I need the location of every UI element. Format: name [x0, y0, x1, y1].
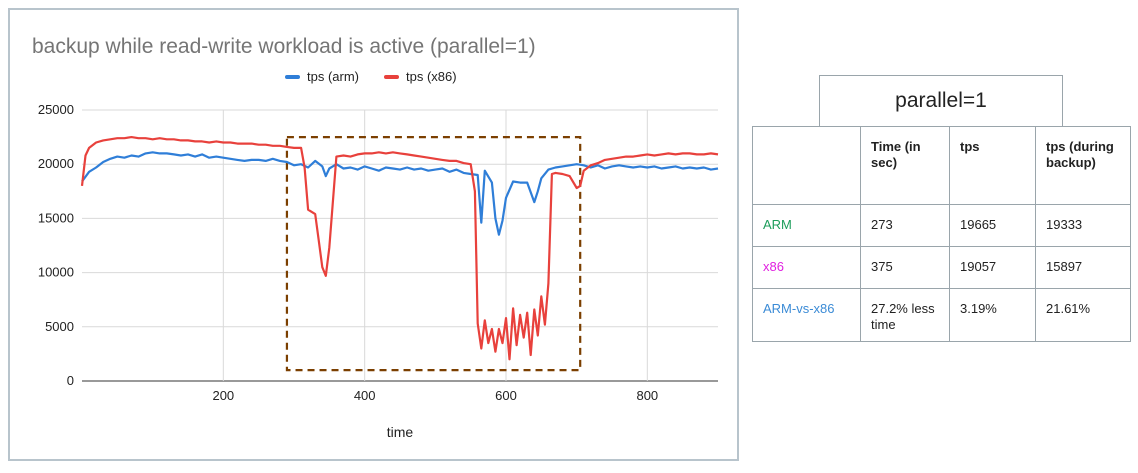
- x-tick-label: 800: [636, 388, 658, 403]
- summary-table: Time (in sec) tps tps (during backup) AR…: [752, 126, 1131, 342]
- row-label: ARM: [752, 204, 861, 247]
- chart-title: backup while read-write workload is acti…: [32, 35, 536, 58]
- table-cell: 19665: [949, 204, 1036, 247]
- y-tick-label: 25000: [38, 102, 74, 117]
- table-row: ARM 273 19665 19333: [752, 204, 1131, 247]
- x-tick-label: 600: [495, 388, 517, 403]
- table-cell: 19333: [1035, 204, 1131, 247]
- parallel-label-box: parallel=1: [819, 75, 1063, 127]
- grid: [82, 109, 718, 382]
- table-header-cell: tps: [949, 126, 1036, 205]
- y-tick-label: 0: [67, 373, 74, 388]
- x-tick-label: 200: [212, 388, 234, 403]
- dashed-rectangle: [285, 135, 582, 372]
- y-tick-label: 20000: [38, 156, 74, 171]
- legend-swatch: [285, 75, 300, 79]
- y-tick-label: 15000: [38, 210, 74, 225]
- line-chart: backup while read-write workload is acti…: [32, 35, 719, 440]
- legend-swatch: [384, 75, 399, 79]
- backup-window-annotation: [285, 135, 582, 372]
- row-label: x86: [752, 246, 861, 289]
- table-header-cell: tps (during backup): [1035, 126, 1131, 205]
- y-tick-label: 5000: [45, 319, 74, 334]
- table-cell: 375: [860, 246, 950, 289]
- table-row: x86 375 19057 15897: [752, 246, 1131, 289]
- legend-label: tps (x86): [406, 69, 457, 84]
- table-header-cell: Time (in sec): [860, 126, 950, 205]
- row-label: ARM-vs-x86: [752, 288, 861, 342]
- legend: tps (arm) tps (x86): [285, 69, 457, 84]
- legend-label: tps (arm): [307, 69, 359, 84]
- table-row: ARM-vs-x86 27.2% less time 3.19% 21.61%: [752, 288, 1131, 342]
- y-tick-label: 10000: [38, 265, 74, 280]
- table-cell: 15897: [1035, 246, 1131, 289]
- table-cell: 27.2% less time: [860, 288, 950, 342]
- x-tick-label: 400: [354, 388, 376, 403]
- x-axis-title: time: [387, 424, 414, 440]
- table-cell: 21.61%: [1035, 288, 1131, 342]
- table-cell: 19057: [949, 246, 1036, 289]
- table-header-row: Time (in sec) tps tps (during backup): [752, 126, 1131, 205]
- table-cell: 3.19%: [949, 288, 1036, 342]
- parallel-label: parallel=1: [895, 89, 987, 112]
- series-line-x86: [80, 135, 719, 361]
- table-cell: 273: [860, 204, 950, 247]
- series-line-arm: [81, 151, 719, 236]
- table-header-cell: [752, 126, 861, 205]
- axis-ticks: 0 5000 10000 15000 20000 25000 200 400 600 800: [38, 102, 658, 403]
- series-layer: [80, 135, 719, 361]
- chart-panel: backup while read-write workload is acti…: [8, 8, 739, 461]
